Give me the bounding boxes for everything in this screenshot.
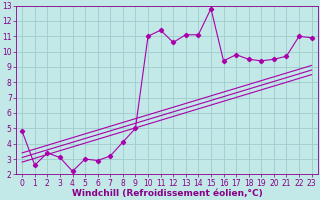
- X-axis label: Windchill (Refroidissement éolien,°C): Windchill (Refroidissement éolien,°C): [72, 189, 262, 198]
